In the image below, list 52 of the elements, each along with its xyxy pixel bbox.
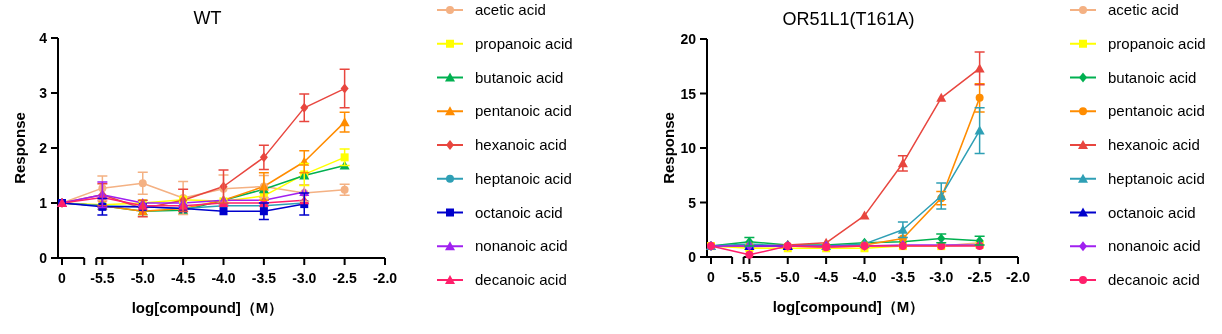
x-tick-label: -3.5: [890, 269, 916, 285]
y-axis-title: Response: [11, 112, 28, 184]
legend-label: nonanoic acid: [475, 237, 568, 255]
y-tick-label: 5: [688, 194, 697, 211]
chart-title: OR51L1(T161A): [782, 9, 915, 29]
legend-label: heptanoic acid: [1108, 169, 1205, 187]
x-axis-title: log[compound]（M）: [772, 298, 925, 315]
legend-label: butanoic acid: [475, 68, 564, 86]
y-tick-label: 4: [39, 30, 48, 46]
y-axis-title: Response: [660, 112, 677, 184]
legend-label: octanoic acid: [475, 203, 563, 221]
y-tick-label: 1: [39, 195, 48, 211]
x-tick-label: -3.5: [251, 270, 277, 286]
legend-label: decanoic acid: [475, 271, 567, 288]
legend-label: nonanoic acid: [1108, 237, 1201, 255]
x-tick-label: 0: [58, 270, 67, 286]
x-tick-label: -2.0: [372, 270, 398, 286]
legend-label: propanoic acid: [475, 34, 573, 52]
x-tick-label: -4.0: [852, 269, 877, 285]
legend-label: hexanoic acid: [1108, 136, 1200, 153]
legend-label: butanoic acid: [1108, 68, 1197, 86]
legend-label: hexanoic acid: [475, 136, 567, 153]
x-tick-label: -4.0: [211, 270, 236, 286]
x-tick-label: 0: [707, 269, 716, 285]
x-tick-label: -4.5: [171, 270, 196, 286]
legend-label: acetic acid: [475, 1, 546, 18]
legend-label: pentanoic acid: [1108, 102, 1205, 120]
y-tick-label: 2: [39, 140, 48, 156]
x-axis-title: log[compound]（M）: [131, 299, 284, 316]
y-tick-label: 3: [39, 85, 48, 101]
legend-label: propanoic acid: [1108, 34, 1206, 52]
legend-label: acetic acid: [1108, 1, 1179, 18]
y-tick-label: 0: [39, 250, 48, 266]
legend-label: decanoic acid: [1108, 271, 1200, 288]
chart-title: WT: [193, 8, 222, 28]
legend-label: pentanoic acid: [475, 102, 572, 120]
legend-label: heptanoic acid: [475, 169, 572, 187]
legend-label: octanoic acid: [1108, 203, 1196, 221]
x-tick-label: -5.5: [737, 269, 762, 285]
x-tick-label: -5.0: [775, 269, 801, 285]
x-tick-label: -4.5: [814, 269, 839, 285]
y-tick-label: 20: [680, 31, 697, 47]
x-tick-label: -2.5: [332, 270, 357, 286]
x-tick-label: -5.0: [130, 270, 156, 286]
x-tick-label: -5.5: [90, 270, 115, 286]
y-tick-label: 0: [688, 249, 697, 265]
x-tick-label: -3.0: [292, 270, 317, 286]
y-tick-label: 10: [680, 140, 697, 156]
x-tick-label: -3.0: [929, 269, 954, 285]
y-tick-label: 15: [680, 85, 697, 102]
x-tick-label: -2.5: [967, 269, 992, 285]
x-tick-label: -2.0: [1005, 269, 1031, 285]
